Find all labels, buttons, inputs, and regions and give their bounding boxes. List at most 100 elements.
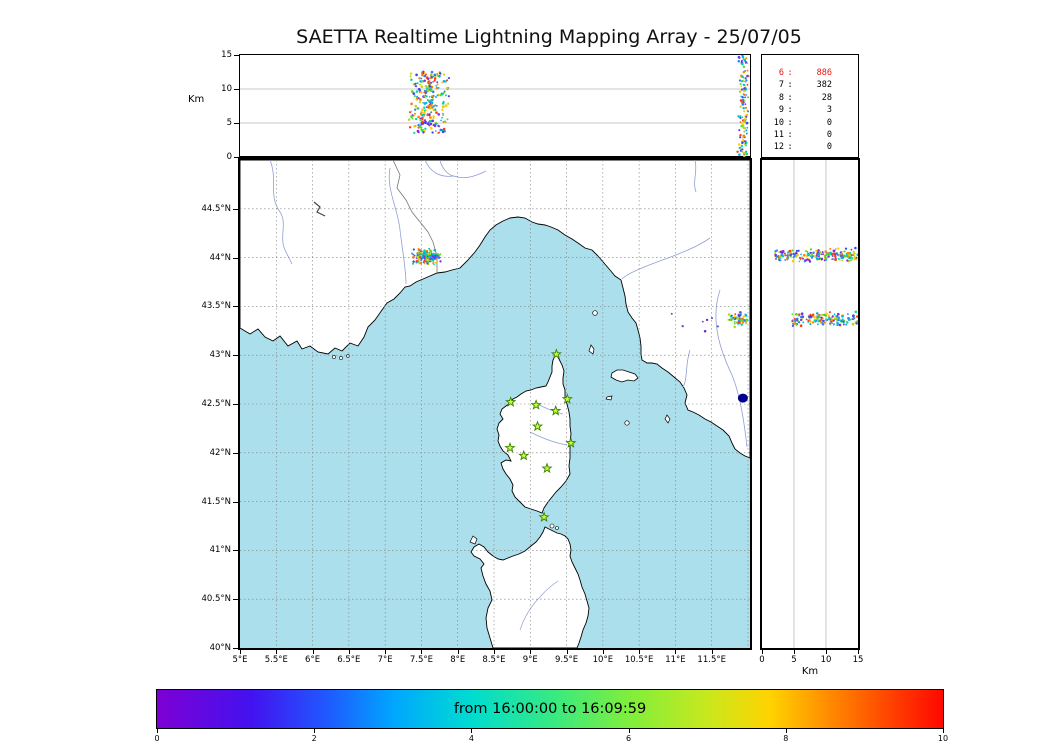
lightning-source-point <box>733 325 736 329</box>
lightning-source-point <box>428 113 431 117</box>
lightning-source-point <box>838 258 841 261</box>
lightning-source-point <box>812 251 815 254</box>
lightning-source-point <box>738 312 741 315</box>
lightning-source-point <box>413 254 416 257</box>
lightning-source-point <box>745 132 748 135</box>
altitude-latitude-scatter <box>773 160 858 648</box>
lightning-source-point <box>831 254 834 257</box>
lightning-source-point <box>823 321 826 324</box>
lightning-source-point <box>742 93 745 95</box>
lightning-source-point <box>742 58 745 61</box>
lightning-source-point <box>775 255 778 258</box>
lightning-source-point <box>727 319 730 321</box>
lightning-source-point <box>833 252 836 255</box>
lightning-source-point <box>854 246 857 250</box>
river <box>694 160 697 193</box>
lightning-source-point <box>824 254 827 257</box>
lightning-source-point <box>822 323 825 326</box>
lightning-source-point <box>425 106 428 108</box>
lightning-source-point <box>820 320 823 323</box>
lightning-source-point <box>741 124 745 127</box>
lightning-source-point <box>852 250 855 253</box>
lon-tick-label: 5.5°E <box>264 655 288 665</box>
lightning-source-point <box>791 313 794 316</box>
lightning-source-point <box>854 310 858 314</box>
lightning-source-point <box>814 256 817 259</box>
lightning-source-point <box>742 134 746 138</box>
lightning-source-point <box>786 256 789 259</box>
station-star <box>541 462 553 474</box>
colorbar-tick-label: 10 <box>937 734 949 743</box>
montecristo-island <box>624 420 630 426</box>
lightning-source-point <box>799 319 802 321</box>
lightning-source-point <box>824 318 828 321</box>
lightning-source-point <box>418 101 422 104</box>
lightning-source-point <box>745 152 749 156</box>
legend-source-count: 382 <box>816 80 832 91</box>
lightning-source-point <box>419 117 421 120</box>
lightning-source-point <box>814 254 817 257</box>
lightning-source-point <box>795 251 798 255</box>
lightning-source-point <box>416 253 419 256</box>
lightning-source-point <box>746 74 749 78</box>
lightning-source-point <box>433 79 436 82</box>
legend-entry: 10:0 <box>762 117 858 129</box>
lightning-source-point <box>419 124 422 126</box>
lightning-source-point <box>775 258 777 261</box>
lightning-source-point <box>437 124 440 128</box>
lightning-source-point <box>810 256 814 259</box>
lightning-source-point <box>825 256 828 259</box>
lightning-source-point <box>740 61 743 64</box>
lightning-source-point <box>808 259 811 262</box>
lightning-source-point <box>408 111 412 114</box>
lightning-source-point <box>409 75 412 78</box>
lightning-source-point <box>738 79 742 82</box>
lightning-source-point <box>802 253 806 257</box>
lightning-source-point <box>737 59 741 63</box>
lightning-source-point <box>843 319 846 322</box>
lightning-source-point <box>705 318 709 322</box>
alt-tick-label: 10 <box>221 84 232 94</box>
lightning-source-point <box>795 249 798 253</box>
lightning-source-point <box>427 106 430 109</box>
lat-tick-label: 42°N <box>209 447 231 458</box>
lightning-source-point <box>787 251 790 254</box>
lightning-source-point <box>806 251 809 253</box>
lightning-source-point <box>413 125 416 128</box>
lightning-source-point <box>838 323 842 327</box>
sardinia-island <box>470 526 590 648</box>
tick-mark <box>794 650 795 654</box>
lightning-source-point <box>745 121 749 125</box>
lightning-source-point <box>419 83 422 86</box>
legend-entry: 11:0 <box>762 129 858 141</box>
lightning-source-point <box>803 261 806 263</box>
lightning-source-point <box>434 104 437 107</box>
lightning-source-point <box>441 130 445 134</box>
lightning-source-point <box>841 318 844 321</box>
lightning-source-point <box>442 73 446 76</box>
tick-mark <box>233 599 238 601</box>
lightning-source-point <box>797 249 800 252</box>
lightning-source-point <box>432 115 435 118</box>
lightning-source-point <box>417 123 420 127</box>
lightning-source-point <box>434 95 438 99</box>
lightning-source-point <box>745 318 748 321</box>
lightning-source-point <box>809 320 812 323</box>
lightning-source-point <box>737 314 741 317</box>
lightning-source-point <box>410 110 413 113</box>
tick-mark <box>628 729 630 733</box>
lightning-source-point <box>792 323 795 325</box>
station-star <box>565 437 577 448</box>
lightning-source-point <box>846 251 850 255</box>
lightning-source-point <box>422 72 425 74</box>
lightning-source-point <box>733 320 736 323</box>
lightning-source-point <box>435 105 438 107</box>
lightning-source-point <box>424 252 428 255</box>
legend-entry: 6:886 <box>762 67 858 79</box>
lightning-source-point <box>828 311 831 314</box>
lightning-source-point <box>774 250 777 253</box>
lightning-source-point <box>793 317 796 320</box>
lightning-source-point <box>430 103 433 107</box>
lightning-source-point <box>422 75 425 77</box>
lightning-source-point <box>425 256 428 258</box>
